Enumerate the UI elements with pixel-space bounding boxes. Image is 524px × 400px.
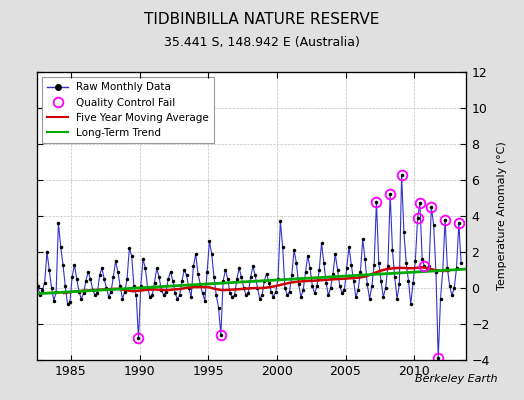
Text: 35.441 S, 148.942 E (Australia): 35.441 S, 148.942 E (Australia) — [164, 36, 360, 49]
Y-axis label: Temperature Anomaly (°C): Temperature Anomaly (°C) — [497, 142, 507, 290]
Text: TIDBINBILLA NATURE RESERVE: TIDBINBILLA NATURE RESERVE — [144, 12, 380, 27]
Text: Berkeley Earth: Berkeley Earth — [416, 374, 498, 384]
Legend: Raw Monthly Data, Quality Control Fail, Five Year Moving Average, Long-Term Tren: Raw Monthly Data, Quality Control Fail, … — [42, 77, 214, 143]
